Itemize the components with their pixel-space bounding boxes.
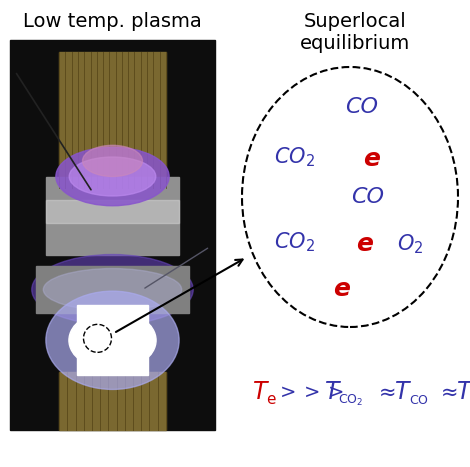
Text: $\mathrm{CO_2}$: $\mathrm{CO_2}$ <box>338 392 363 408</box>
Ellipse shape <box>69 311 156 370</box>
Text: CO: CO <box>345 97 378 117</box>
Text: CO$_2$: CO$_2$ <box>274 230 315 254</box>
Text: e: e <box>334 277 351 301</box>
Bar <box>59 52 166 188</box>
Text: Superlocal
equilibrium: Superlocal equilibrium <box>300 12 410 53</box>
Bar <box>10 40 215 430</box>
Bar <box>59 372 166 430</box>
Ellipse shape <box>46 291 179 389</box>
Text: $\mathit{T}$: $\mathit{T}$ <box>324 380 342 404</box>
Text: O$_2$: O$_2$ <box>397 232 423 256</box>
Ellipse shape <box>43 269 182 311</box>
Text: e: e <box>357 232 374 256</box>
Text: $\approx$: $\approx$ <box>436 382 457 402</box>
Ellipse shape <box>32 255 193 325</box>
Ellipse shape <box>83 145 142 177</box>
Bar <box>46 200 179 223</box>
Ellipse shape <box>56 147 169 206</box>
Text: $\mathrm{CO}$: $\mathrm{CO}$ <box>409 394 429 406</box>
Text: $\approx$: $\approx$ <box>374 382 395 402</box>
Text: CO: CO <box>352 187 384 207</box>
Text: $\mathrm{e}$: $\mathrm{e}$ <box>266 392 277 408</box>
Bar <box>77 305 149 375</box>
Text: e: e <box>363 147 381 171</box>
Bar <box>36 266 189 313</box>
Text: CO$_2$: CO$_2$ <box>274 145 315 169</box>
Text: $\mathit{T}$: $\mathit{T}$ <box>394 380 412 404</box>
Ellipse shape <box>242 67 458 327</box>
Ellipse shape <box>69 157 156 196</box>
Text: Low temp. plasma: Low temp. plasma <box>23 12 202 31</box>
Text: $>>>$: $>>>$ <box>276 382 344 402</box>
Bar <box>46 177 179 255</box>
Text: $\mathit{T}$: $\mathit{T}$ <box>456 380 470 404</box>
Text: $\mathit{T}$: $\mathit{T}$ <box>252 380 270 404</box>
